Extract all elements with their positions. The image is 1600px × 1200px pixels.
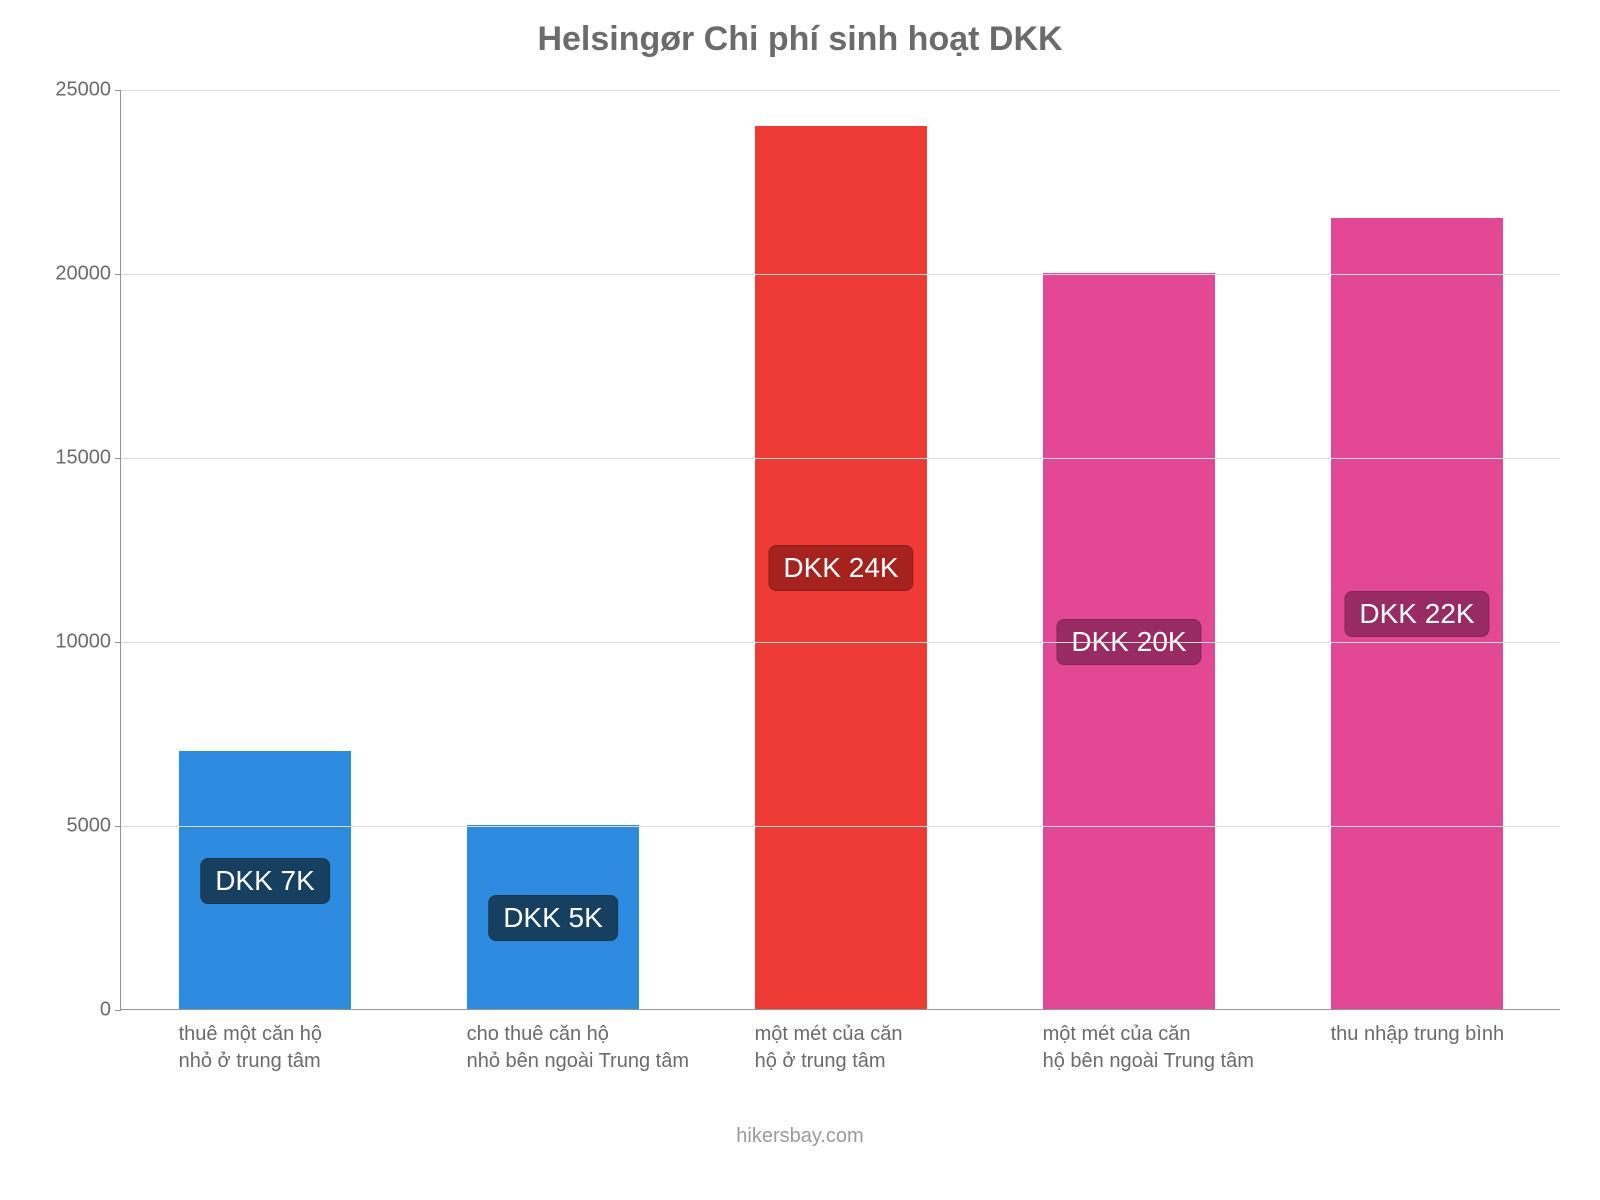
- y-tick-mark: [115, 274, 121, 275]
- chart-footer: hikersbay.com: [0, 1125, 1600, 1148]
- value-badge: DKK 22K: [1344, 591, 1489, 637]
- bars-layer: DKK 7KDKK 5KDKK 24KDKK 20KDKK 22K: [121, 90, 1560, 1009]
- chart-container: Helsingør Chi phí sinh hoạt DKK DKK 7K DK…: [0, 0, 1600, 1200]
- y-tick-mark: [115, 1010, 121, 1011]
- y-tick-mark: [115, 642, 121, 643]
- y-tick-label: 25000: [55, 79, 111, 102]
- y-tick-label: 20000: [55, 263, 111, 286]
- y-tick-mark: [115, 458, 121, 459]
- x-axis-label: thuê một căn hộ nhỏ ở trung tâm: [179, 1021, 467, 1075]
- y-tick-label: 5000: [67, 815, 112, 838]
- plot-area: DKK 7KDKK 5KDKK 24KDKK 20KDKK 22K thuê m…: [120, 90, 1560, 1010]
- value-badge: DKK 5K: [488, 895, 618, 941]
- value-badge: DKK 7K: [200, 858, 330, 904]
- gridline: [121, 90, 1560, 91]
- y-tick-mark: [115, 90, 121, 91]
- y-tick-label: 10000: [55, 631, 111, 654]
- y-tick-label: 15000: [55, 447, 111, 470]
- gridline: [121, 642, 1560, 643]
- y-tick-mark: [115, 826, 121, 827]
- x-axis-label: một mét của căn hộ bên ngoài Trung tâm: [1043, 1021, 1331, 1075]
- y-tick-label: 0: [100, 999, 111, 1022]
- value-badge: DKK 24K: [768, 545, 913, 591]
- x-axis-label: cho thuê căn hộ nhỏ bên ngoài Trung tâm: [467, 1021, 755, 1075]
- x-axis-label: một mét của căn hộ ở trung tâm: [755, 1021, 1043, 1075]
- gridline: [121, 274, 1560, 275]
- gridline: [121, 458, 1560, 459]
- gridline: [121, 826, 1560, 827]
- x-axis-label: thu nhập trung bình: [1331, 1021, 1600, 1048]
- chart-title: Helsingør Chi phí sinh hoạt DKK: [0, 20, 1600, 59]
